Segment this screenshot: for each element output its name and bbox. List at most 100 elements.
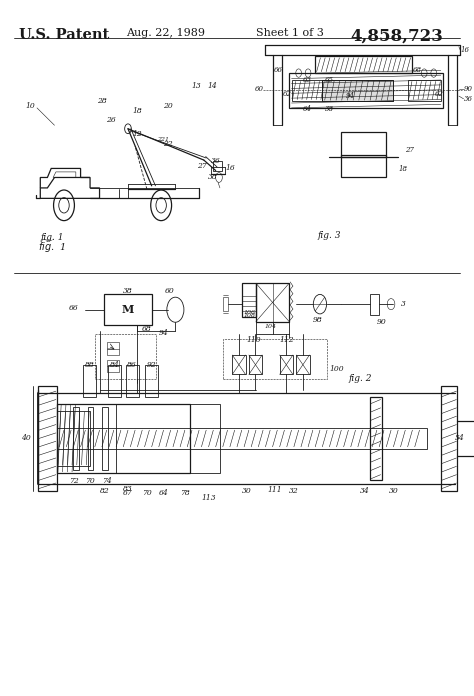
Bar <box>232 355 246 374</box>
Text: 63: 63 <box>303 76 311 84</box>
Text: 70: 70 <box>85 477 95 484</box>
Text: 104: 104 <box>264 324 276 329</box>
Text: 16: 16 <box>460 46 469 54</box>
Bar <box>107 360 118 372</box>
Text: 38: 38 <box>325 105 334 113</box>
Text: 98: 98 <box>313 316 322 324</box>
Text: 86: 86 <box>128 361 137 368</box>
Text: Aug. 22, 1989: Aug. 22, 1989 <box>126 28 205 38</box>
Text: 66: 66 <box>274 65 283 74</box>
Bar <box>289 73 443 108</box>
Text: 34: 34 <box>360 487 370 495</box>
Text: 62: 62 <box>435 90 444 98</box>
Text: 26: 26 <box>107 116 116 125</box>
Text: 18: 18 <box>133 107 142 116</box>
Text: fig. 3: fig. 3 <box>318 231 341 240</box>
Text: 64: 64 <box>303 105 311 113</box>
Text: 94: 94 <box>159 329 169 337</box>
Text: 66: 66 <box>68 304 78 313</box>
Text: 30: 30 <box>389 487 398 495</box>
Text: 28: 28 <box>97 97 107 105</box>
Bar <box>95 334 156 379</box>
Text: 90: 90 <box>464 85 473 93</box>
Bar <box>88 407 93 470</box>
Text: 84: 84 <box>110 361 119 368</box>
Text: 82: 82 <box>100 487 109 495</box>
Text: 83: 83 <box>123 485 133 493</box>
Bar <box>341 132 386 157</box>
Text: 36: 36 <box>211 157 220 165</box>
Text: 32: 32 <box>289 487 299 495</box>
Bar <box>107 342 118 355</box>
Text: 68: 68 <box>142 325 152 333</box>
Text: 14: 14 <box>208 82 217 90</box>
Text: 54: 54 <box>455 434 465 443</box>
Bar <box>102 407 108 470</box>
Text: 94: 94 <box>346 92 355 100</box>
Bar <box>280 355 293 374</box>
Bar <box>145 365 158 397</box>
Bar <box>213 161 222 171</box>
Text: 22: 22 <box>164 140 173 148</box>
Text: 88: 88 <box>85 361 94 368</box>
Bar <box>315 56 412 73</box>
Text: 27: 27 <box>197 161 206 170</box>
Circle shape <box>125 124 131 134</box>
Text: 67: 67 <box>123 489 133 497</box>
Text: 38: 38 <box>208 173 217 182</box>
Bar <box>408 80 441 101</box>
Text: 112: 112 <box>280 336 294 344</box>
Text: 30: 30 <box>242 487 251 495</box>
Bar <box>441 386 457 491</box>
Bar <box>83 365 96 397</box>
Text: 4,858,723: 4,858,723 <box>351 28 444 45</box>
Bar <box>242 283 256 317</box>
Text: 100: 100 <box>329 365 344 373</box>
Text: 20: 20 <box>164 102 173 111</box>
Bar <box>116 404 220 473</box>
Bar <box>322 80 393 101</box>
Text: $\widetilde{fig}$.  1: $\widetilde{fig}$. 1 <box>38 239 66 255</box>
Bar <box>370 294 379 315</box>
Bar <box>57 411 90 466</box>
Bar <box>57 428 427 449</box>
Bar <box>223 339 327 379</box>
Text: 92: 92 <box>146 361 156 368</box>
Bar <box>256 283 289 322</box>
Text: 27: 27 <box>405 146 414 155</box>
Bar <box>38 386 57 491</box>
Bar <box>292 80 322 101</box>
Bar <box>73 407 79 470</box>
Bar <box>104 294 152 325</box>
Text: Sheet 1 of 3: Sheet 1 of 3 <box>256 28 324 38</box>
Text: 74: 74 <box>102 477 111 484</box>
Text: 60: 60 <box>255 85 264 93</box>
Text: 221: 221 <box>157 136 170 142</box>
Text: 36: 36 <box>464 95 473 103</box>
Text: 64: 64 <box>159 489 168 497</box>
Text: 111: 111 <box>268 486 282 493</box>
Text: 113: 113 <box>201 494 216 502</box>
Text: 60: 60 <box>165 287 174 295</box>
Text: fig. 1: fig. 1 <box>40 233 64 242</box>
Bar <box>296 355 310 374</box>
Text: 13: 13 <box>192 81 201 90</box>
Text: 65: 65 <box>325 76 334 84</box>
Text: 16: 16 <box>225 164 235 173</box>
Text: 40: 40 <box>21 434 31 443</box>
Bar <box>249 355 262 374</box>
Text: 72: 72 <box>69 477 78 484</box>
Text: 110: 110 <box>246 336 261 344</box>
Bar <box>108 365 121 397</box>
Text: 62: 62 <box>283 90 292 98</box>
Text: 70: 70 <box>142 489 152 497</box>
Bar <box>223 297 228 311</box>
Text: 10: 10 <box>26 102 36 111</box>
Bar <box>370 397 382 480</box>
Text: 106: 106 <box>243 310 255 315</box>
Text: 108: 108 <box>243 313 255 318</box>
Bar <box>57 404 190 473</box>
Bar <box>341 155 386 177</box>
Text: 12: 12 <box>133 129 142 138</box>
Bar <box>126 365 139 397</box>
